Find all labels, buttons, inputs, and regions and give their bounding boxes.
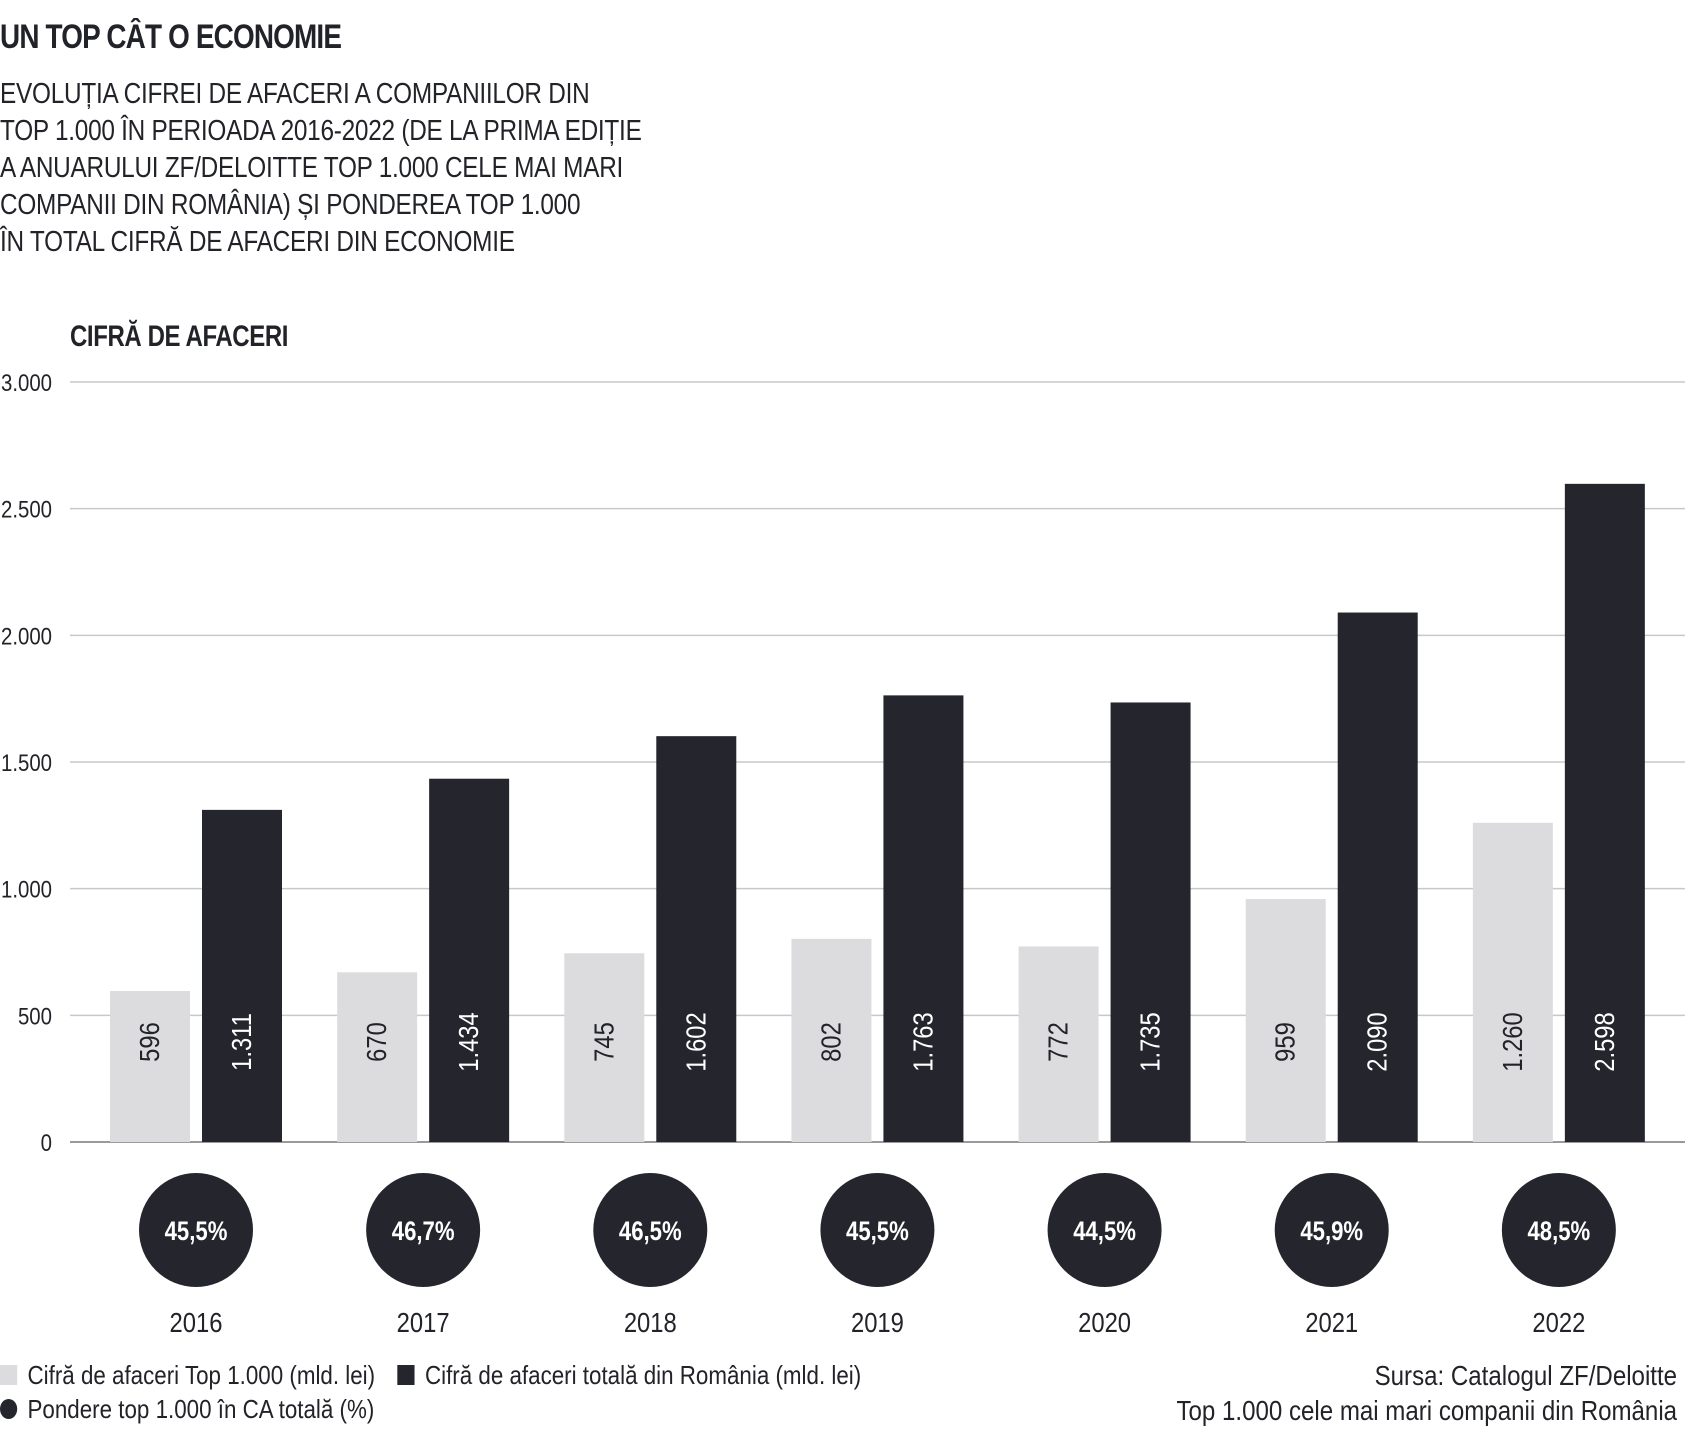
share-circle <box>1501 1173 1616 1287</box>
bar-top1000 <box>564 953 645 1142</box>
legend-label: Pondere top 1.000 în CA totală (%) <box>27 1393 375 1424</box>
bar-value-label: 959 <box>1269 1022 1301 1062</box>
legend: Cifră de afaceri Top 1.000 (mld. lei) Ci… <box>0 1358 884 1426</box>
bar-value-label: 1.735 <box>1134 1012 1166 1072</box>
bar-value-label: 745 <box>587 1022 619 1062</box>
bar-top1000 <box>1018 946 1099 1142</box>
subtitle-line: TOP 1.000 ÎN PERIOADA 2016-2022 (DE LA P… <box>0 115 642 147</box>
bar-value-label: 1.311 <box>225 1013 257 1071</box>
legend-row: Pondere top 1.000 în CA totală (%) <box>0 1392 884 1426</box>
legend-swatch-light <box>0 1365 18 1385</box>
legend-item-top1000: Cifră de afaceri Top 1.000 (mld. lei) <box>0 1360 375 1391</box>
y-tick-label: 0 <box>41 1129 52 1156</box>
x-tick-label: 2020 <box>1078 1306 1131 1338</box>
source-note: Sursa: Catalogul ZF/Deloitte Top 1.000 c… <box>1176 1358 1677 1428</box>
legend-row: Cifră de afaceri Top 1.000 (mld. lei) Ci… <box>0 1358 884 1392</box>
bar-total <box>202 809 282 1142</box>
share-label: 45,9% <box>1300 1217 1363 1247</box>
bar-value-label: 2.598 <box>1588 1012 1620 1072</box>
x-tick-label: 2021 <box>1305 1306 1358 1338</box>
bar-total <box>1564 483 1645 1143</box>
bar-total <box>656 736 737 1142</box>
bar-value-label: 802 <box>815 1022 847 1062</box>
y-tick-label: 1.000 <box>1 876 52 903</box>
legend-swatch-dark <box>397 1365 415 1385</box>
x-tick-label: 2019 <box>851 1306 904 1338</box>
bar-value-label: 1.260 <box>1496 1012 1528 1072</box>
subtitle-line: ÎN TOTAL CIFRĂ DE AFACERI DIN ECONOMIE <box>0 226 515 258</box>
bar-total <box>1110 702 1191 1142</box>
share-label: 46,5% <box>619 1217 682 1247</box>
y-tick-label: 1.500 <box>1 749 52 776</box>
share-label: 46,7% <box>392 1217 455 1247</box>
share-label: 45,5% <box>846 1217 909 1247</box>
y-tick-label: 2.500 <box>1 496 52 523</box>
bar-top1000 <box>1245 899 1326 1142</box>
share-label: 44,5% <box>1073 1217 1136 1247</box>
bar-value-label: 670 <box>360 1022 392 1062</box>
y-axis-label: CIFRĂ DE AFACERI <box>70 320 289 353</box>
x-tick-label: 2018 <box>624 1306 677 1338</box>
bar-value-label: 1.434 <box>452 1012 484 1072</box>
bar-value-label: 596 <box>133 1022 165 1062</box>
share-circle <box>820 1173 935 1287</box>
legend-item-total: Cifră de afaceri totală din România (mld… <box>397 1360 861 1391</box>
legend-item-share: Pondere top 1.000 în CA totală (%) <box>0 1394 374 1425</box>
bar-value-label: 1.763 <box>907 1012 939 1072</box>
legend-label: Cifră de afaceri Top 1.000 (mld. lei) <box>27 1359 376 1390</box>
subtitle-line: COMPANII DIN ROMÂNIA) ȘI PONDEREA TOP 1.… <box>0 189 581 221</box>
bar-top1000 <box>1472 822 1553 1142</box>
share-circle <box>1274 1173 1389 1287</box>
source-line: Top 1.000 cele mai mari companii din Rom… <box>1176 1395 1677 1426</box>
share-circle <box>139 1173 253 1287</box>
x-tick-label: 2022 <box>1532 1306 1585 1338</box>
bar-top1000 <box>110 991 190 1142</box>
share-circle <box>593 1173 708 1287</box>
x-tick-label: 2017 <box>397 1306 450 1338</box>
bar-value-label: 772 <box>1042 1022 1074 1062</box>
bar-value-label: 2.090 <box>1361 1012 1393 1072</box>
subtitle-line: EVOLUȚIA CIFREI DE AFACERI A COMPANIILOR… <box>0 78 590 110</box>
bar-total <box>1337 612 1418 1142</box>
share-circle <box>366 1173 481 1287</box>
bar-top1000 <box>337 972 418 1142</box>
share-label: 48,5% <box>1527 1217 1590 1247</box>
legend-label: Cifră de afaceri totală din România (mld… <box>424 1359 862 1390</box>
share-label: 45,5% <box>165 1217 228 1247</box>
legend-dot <box>0 1399 18 1419</box>
bar-top1000 <box>791 938 872 1142</box>
chart-subtitle: EVOLUȚIA CIFREI DE AFACERI A COMPANIILOR… <box>0 76 764 261</box>
subtitle-line: A ANUARULUI ZF/DELOITTE TOP 1.000 CELE M… <box>0 152 624 184</box>
y-tick-label: 500 <box>18 1003 52 1030</box>
bar-total <box>883 695 964 1142</box>
x-tick-label: 2016 <box>170 1306 223 1338</box>
chart-title: UN TOP CÂT O ECONOMIE <box>0 18 342 56</box>
source-line: Sursa: Catalogul ZF/Deloitte <box>1374 1360 1677 1391</box>
share-circle <box>1047 1173 1162 1287</box>
y-tick-label: 2.000 <box>1 623 52 650</box>
bar-value-label: 1.602 <box>679 1012 711 1072</box>
bar-total <box>429 778 510 1142</box>
bar-chart: 0 500 1.000 1.500 2.000 2.500 3.000 596 1.311 45,… <box>1 369 1685 1338</box>
y-tick-label: 3.000 <box>1 369 52 396</box>
